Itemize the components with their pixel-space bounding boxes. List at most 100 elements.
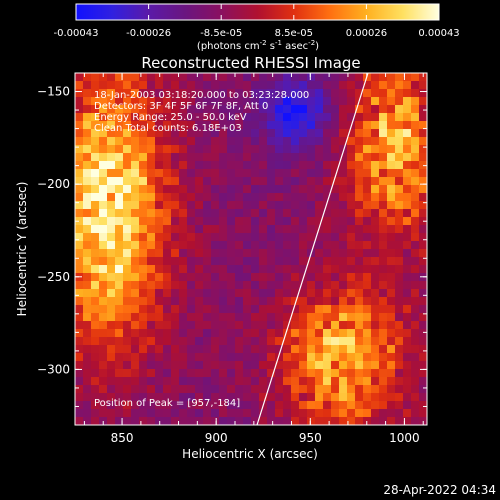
image-pixel <box>187 305 195 313</box>
image-pixel <box>347 81 355 89</box>
image-pixel <box>83 417 91 425</box>
image-pixel <box>139 169 147 177</box>
image-pixel <box>155 121 163 129</box>
image-pixel <box>395 185 403 193</box>
image-pixel <box>419 313 427 321</box>
image-pixel <box>387 193 395 201</box>
image-pixel <box>355 161 363 169</box>
image-pixel <box>171 321 179 329</box>
image-pixel <box>179 145 187 153</box>
image-pixel <box>315 361 323 369</box>
image-pixel <box>395 73 403 81</box>
image-pixel <box>355 265 363 273</box>
image-pixel <box>291 217 299 225</box>
image-pixel <box>195 81 203 89</box>
image-pixel <box>387 185 395 193</box>
image-pixel <box>395 417 403 425</box>
image-pixel <box>363 233 371 241</box>
image-pixel <box>387 369 395 377</box>
image-pixel <box>187 201 195 209</box>
image-pixel <box>379 113 387 121</box>
image-pixel <box>243 297 251 305</box>
image-pixel <box>163 265 171 273</box>
image-pixel <box>91 217 99 225</box>
image-pixel <box>315 105 323 113</box>
image-pixel <box>379 273 387 281</box>
image-pixel <box>387 409 395 417</box>
image-pixel <box>171 241 179 249</box>
image-pixel <box>123 313 131 321</box>
image-pixel <box>171 377 179 385</box>
image-pixel <box>363 281 371 289</box>
image-pixel <box>91 393 99 401</box>
image-pixel <box>315 137 323 145</box>
image-pixel <box>115 81 123 89</box>
image-pixel <box>275 409 283 417</box>
image-pixel <box>211 345 219 353</box>
image-pixel <box>283 265 291 273</box>
image-pixel <box>211 201 219 209</box>
image-pixel <box>387 249 395 257</box>
image-pixel <box>411 377 419 385</box>
image-pixel <box>403 153 411 161</box>
image-pixel <box>115 305 123 313</box>
image-pixel <box>235 209 243 217</box>
image-pixel <box>243 377 251 385</box>
image-pixel <box>299 337 307 345</box>
image-pixel <box>251 305 259 313</box>
image-pixel <box>227 225 235 233</box>
image-pixel <box>147 353 155 361</box>
image-pixel <box>227 137 235 145</box>
image-pixel <box>419 409 427 417</box>
image-pixel <box>235 281 243 289</box>
image-pixel <box>171 297 179 305</box>
image-pixel <box>411 81 419 89</box>
image-pixel <box>363 241 371 249</box>
image-pixel <box>339 417 347 425</box>
image-pixel <box>99 273 107 281</box>
image-pixel <box>387 337 395 345</box>
image-pixel <box>331 105 339 113</box>
image-pixel <box>403 209 411 217</box>
image-pixel <box>75 121 83 129</box>
image-pixel <box>235 377 243 385</box>
image-pixel <box>83 73 91 81</box>
image-pixel <box>235 329 243 337</box>
image-pixel <box>267 289 275 297</box>
image-pixel <box>91 345 99 353</box>
image-pixel <box>363 105 371 113</box>
image-pixel <box>283 297 291 305</box>
image-pixel <box>419 305 427 313</box>
image-pixel <box>179 401 187 409</box>
image-pixel <box>339 177 347 185</box>
image-pixel <box>195 97 203 105</box>
image-pixel <box>259 153 267 161</box>
image-pixel <box>83 393 91 401</box>
image-pixel <box>411 353 419 361</box>
image-pixel <box>187 105 195 113</box>
image-pixel <box>339 257 347 265</box>
image-pixel <box>371 225 379 233</box>
image-pixel <box>371 257 379 265</box>
image-pixel <box>219 113 227 121</box>
image-pixel <box>315 321 323 329</box>
image-pixel <box>299 209 307 217</box>
image-pixel <box>339 233 347 241</box>
image-pixel <box>75 393 83 401</box>
image-pixel <box>387 113 395 121</box>
image-pixel <box>147 105 155 113</box>
image-pixel <box>339 137 347 145</box>
image-pixel <box>387 129 395 137</box>
image-pixel <box>83 169 91 177</box>
image-pixel <box>339 297 347 305</box>
image-pixel <box>235 409 243 417</box>
image-pixel <box>75 169 83 177</box>
image-pixel <box>355 81 363 89</box>
image-pixel <box>371 145 379 153</box>
colorbar-unit-label: (photons cm-2 s-1 asec-2) <box>197 39 319 52</box>
image-pixel <box>339 185 347 193</box>
image-pixel <box>323 241 331 249</box>
image-pixel <box>131 329 139 337</box>
image-pixel <box>107 345 115 353</box>
image-pixel <box>107 113 115 121</box>
